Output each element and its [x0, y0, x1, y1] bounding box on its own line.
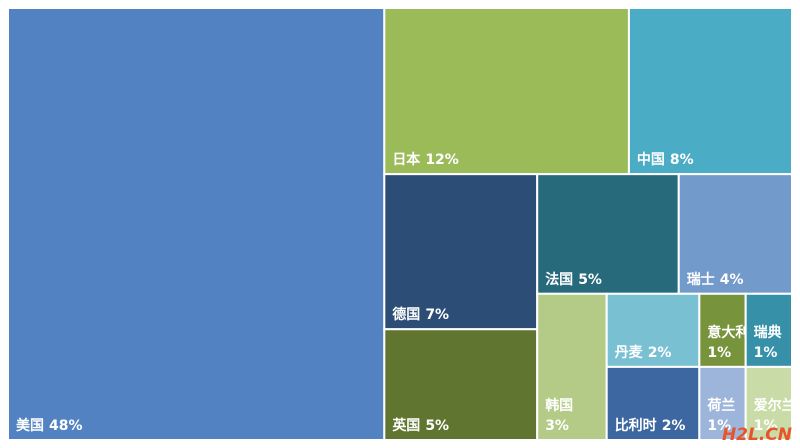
category-name: 日本	[392, 151, 421, 168]
watermark: H2L.CN	[722, 425, 792, 445]
category-name: 韩国	[545, 397, 573, 414]
treemap-cell	[698, 292, 747, 368]
value-label: 7%	[425, 307, 449, 323]
category-name: 荷兰	[706, 397, 735, 414]
treemap-cell	[383, 7, 630, 176]
value-label: 1%	[707, 345, 731, 361]
cell-label: 中国 8%	[637, 151, 694, 168]
value-label: 2%	[662, 418, 686, 434]
value-label: 1%	[754, 345, 778, 361]
value-label: 2%	[648, 345, 672, 361]
cell-label: 德国 7%	[392, 306, 449, 323]
category-name: 德国	[392, 306, 420, 323]
cell-label: 丹麦 2%	[615, 344, 672, 361]
category-name: 中国	[637, 151, 665, 168]
category-name: 英国	[391, 417, 420, 434]
category-name: 美国	[16, 417, 44, 434]
value-label: 3%	[545, 418, 569, 434]
cell-label: 英国 5%	[391, 417, 449, 434]
category-name: 比利时	[615, 417, 657, 434]
treemap-cell	[536, 173, 680, 295]
value-label: 1%	[754, 418, 778, 434]
treemap-cell	[536, 292, 608, 441]
treemap-cell	[744, 365, 794, 441]
cell-label: 法国 5%	[545, 271, 602, 288]
cell-label: 美国 48%	[16, 417, 83, 434]
value-label: 48%	[49, 418, 83, 434]
category-name: 意大利	[707, 324, 749, 341]
value-label: 5%	[425, 418, 449, 434]
category-name: 丹麦	[615, 344, 644, 361]
category-name: 法国	[545, 271, 573, 288]
cell-label: 比利时 2%	[615, 417, 686, 434]
value-label: 5%	[578, 272, 602, 288]
treemap-cell	[627, 7, 793, 176]
cell-label: 瑞士 4%	[687, 271, 744, 288]
value-label: 4%	[720, 272, 744, 288]
category-name: 瑞士	[687, 271, 715, 288]
value-label: 1%	[707, 418, 731, 434]
category-name: 瑞典	[754, 324, 782, 341]
treemap-cell	[7, 7, 386, 441]
treemap-cell	[383, 173, 539, 331]
value-label: 12%	[425, 152, 459, 168]
cell-label: 日本 12%	[392, 151, 459, 168]
value-label: 8%	[670, 152, 694, 168]
category-name: 爱尔兰	[754, 397, 796, 414]
treemap-cell	[698, 365, 747, 441]
